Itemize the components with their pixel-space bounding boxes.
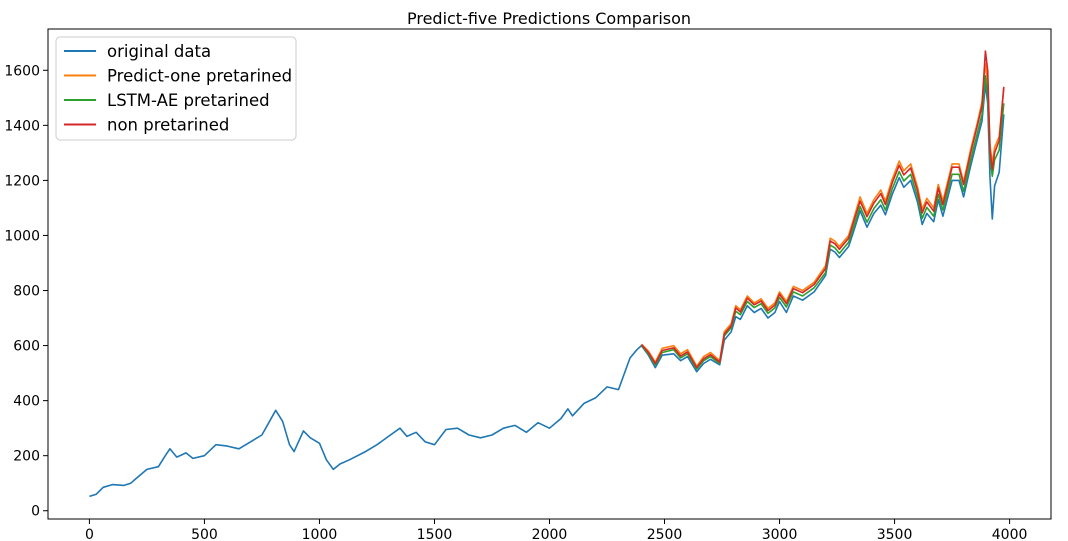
- x-tick-label: 2500: [647, 527, 683, 541]
- series-layer: [89, 50, 1005, 498]
- y-tick-label: 400: [13, 394, 40, 410]
- x-tick-label: 1000: [302, 527, 338, 541]
- series-line-lstm-ae-pretarined: [640, 75, 1005, 370]
- x-tick-label: 2000: [532, 527, 568, 541]
- chart-title: Predict-five Predictions Comparison: [407, 9, 691, 28]
- x-tick-label: 0: [85, 527, 94, 541]
- legend-box: [55, 36, 297, 141]
- legend-label: original data: [107, 42, 211, 61]
- legend-label: Predict-one pretarined: [107, 67, 292, 86]
- x-tick-label: 500: [191, 527, 218, 541]
- y-tick-label: 1400: [4, 118, 40, 134]
- y-axis: 0 200 400 600 800 1000 1200 1400 1600: [4, 63, 48, 520]
- legend-label: LSTM-AE pretarined: [107, 91, 270, 110]
- y-tick-label: 1000: [4, 228, 40, 244]
- y-tick-label: 1200: [4, 173, 40, 189]
- x-axis: 0 500 1000 1500 2000 2500 3000 3500 4000: [85, 519, 1027, 541]
- x-tick-label: 3000: [762, 527, 798, 541]
- y-tick-label: 600: [13, 339, 40, 355]
- series-line-predict-one-pretarined: [640, 62, 1005, 367]
- series-line-non-pretarined: [640, 50, 1005, 369]
- y-tick-label: 0: [31, 504, 40, 520]
- y-tick-label: 1600: [4, 63, 40, 79]
- y-tick-label: 200: [13, 449, 40, 465]
- x-tick-label: 3500: [877, 527, 913, 541]
- x-tick-label: 4000: [992, 527, 1028, 541]
- legend-label: non pretarined: [107, 116, 229, 135]
- x-tick-label: 1500: [417, 527, 453, 541]
- y-tick-label: 800: [13, 284, 40, 300]
- series-line-original-data: [89, 83, 1005, 498]
- legend: original data Predict-one pretarined LSTM-…: [55, 36, 297, 141]
